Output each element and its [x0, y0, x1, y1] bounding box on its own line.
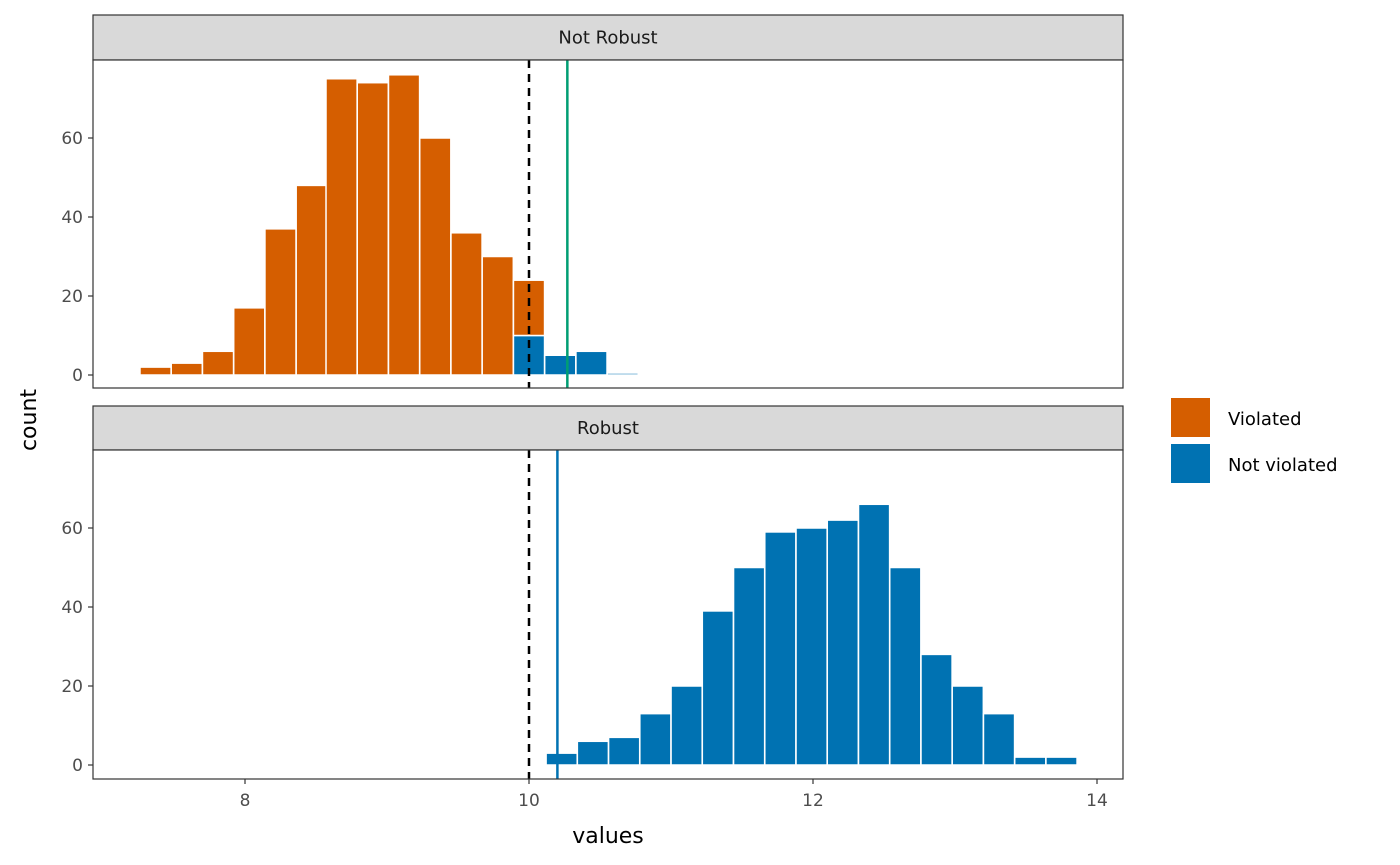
- bar-not-violated: [575, 350, 608, 376]
- bar-violated: [481, 255, 515, 376]
- bar-not-violated: [732, 566, 766, 766]
- y-tick-label: 0: [72, 756, 83, 776]
- y-tick-label: 20: [61, 287, 83, 307]
- panel-border: [92, 449, 1124, 780]
- bar-violated: [387, 74, 421, 376]
- y-tick-label: 40: [61, 208, 83, 228]
- bar-not-violated: [576, 740, 610, 766]
- bar-not-violated: [920, 653, 953, 766]
- x-tick-label: 8: [240, 791, 251, 811]
- y-tick-label: 0: [72, 366, 83, 386]
- legend-swatch-not-violated: [1171, 444, 1210, 483]
- bar-violated: [295, 184, 329, 376]
- legend-label: Violated: [1228, 409, 1302, 430]
- bar-not-violated: [764, 531, 797, 766]
- facet-strip: [92, 405, 1124, 451]
- bar-not-violated: [606, 372, 640, 376]
- facet-strip: [92, 14, 1124, 61]
- bar-not-violated: [607, 736, 641, 766]
- y-tick-label: 60: [61, 129, 83, 149]
- bar-not-violated: [545, 752, 578, 766]
- bar-violated: [232, 307, 266, 376]
- bar-violated: [264, 228, 297, 376]
- bar-not-violated: [826, 519, 860, 766]
- bar-violated: [170, 362, 204, 376]
- bar-violated: [325, 78, 358, 376]
- bar-violated: [450, 232, 483, 376]
- bar-not-violated: [795, 527, 828, 766]
- facet-strip-label: Robust: [577, 418, 639, 439]
- bar-not-violated: [543, 354, 577, 376]
- bar-not-violated: [857, 503, 891, 766]
- bar-not-violated: [701, 610, 735, 766]
- bar-violated: [356, 81, 390, 376]
- x-axis-title: values: [572, 824, 644, 849]
- bar-not-violated: [1013, 756, 1047, 766]
- legend-label: Not violated: [1228, 455, 1338, 476]
- panel-border: [92, 59, 1124, 389]
- bar-not-violated: [1045, 756, 1078, 766]
- facet-strip-label: Not Robust: [558, 28, 657, 49]
- x-tick-label: 10: [518, 791, 540, 811]
- y-tick-label: 60: [61, 519, 83, 539]
- bar-violated: [139, 366, 172, 376]
- y-tick-label: 20: [61, 677, 83, 697]
- bar-not-violated: [670, 685, 703, 766]
- bar-not-violated: [982, 712, 1016, 766]
- bar-violated: [418, 137, 452, 376]
- x-tick-label: 14: [1086, 791, 1108, 811]
- bar-not-violated: [889, 566, 922, 766]
- y-tick-label: 40: [61, 598, 83, 618]
- bar-not-violated: [951, 685, 985, 766]
- bar-not-violated: [639, 712, 672, 766]
- bar-violated: [201, 350, 235, 376]
- legend-swatch-violated: [1171, 398, 1210, 437]
- x-tick-label: 12: [802, 791, 824, 811]
- y-axis-title: count: [17, 389, 42, 451]
